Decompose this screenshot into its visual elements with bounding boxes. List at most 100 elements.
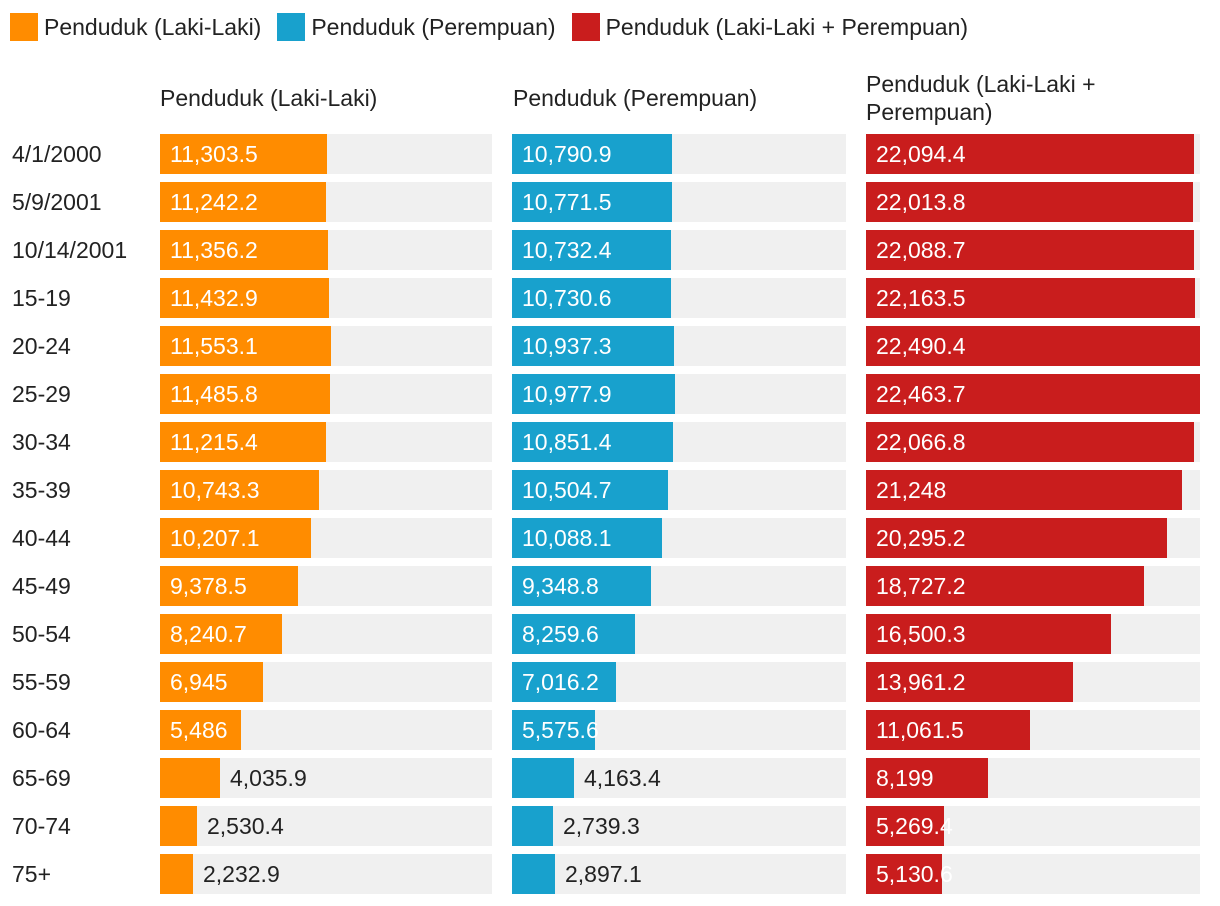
bar-penduduk-laki-laki-perempuan: [866, 662, 1073, 702]
category-label: 5/9/2001: [12, 189, 102, 215]
data-label-penduduk-laki-laki-perempuan: 5,269.4: [876, 813, 953, 839]
category-label: 65-69: [12, 765, 71, 791]
category-label: 40-44: [12, 525, 71, 551]
legend-item-perempuan: Penduduk (Perempuan): [277, 13, 556, 41]
bar-track-penduduk-perempuan: 10,732.4: [512, 230, 846, 270]
data-label-penduduk-laki-laki-perempuan: 21,248: [876, 477, 947, 503]
bar-penduduk-laki-laki-perempuan: [866, 854, 942, 894]
column-header-laki-laki: Penduduk (Laki-Laki): [160, 85, 378, 111]
bar-penduduk-perempuan: [512, 710, 595, 750]
data-label-penduduk-laki-laki: 10,207.1: [170, 525, 260, 551]
data-label-penduduk-laki-laki: 11,215.4: [170, 429, 258, 455]
bar-track-penduduk-laki-laki: 6,945: [160, 662, 492, 702]
bar-track-penduduk-laki-laki: 11,432.9: [160, 278, 492, 318]
bar-track-penduduk-perempuan: 2,739.3: [512, 806, 846, 846]
bar-penduduk-laki-laki: [160, 806, 197, 846]
bar-track-penduduk-laki-laki: 2,530.4: [160, 806, 492, 846]
legend-item-total: Penduduk (Laki-Laki + Perempuan): [571, 13, 968, 41]
bar-track-penduduk-laki-laki: 11,553.1: [160, 326, 492, 366]
data-label-penduduk-perempuan: 10,771.5: [522, 189, 612, 215]
bar-penduduk-perempuan: [512, 422, 673, 462]
data-label-penduduk-perempuan: 10,732.4: [522, 237, 612, 263]
bar-track-penduduk-laki-laki: 2,232.9: [160, 854, 492, 894]
data-label-penduduk-laki-laki-perempuan: 22,013.8: [876, 189, 966, 215]
bar-track-penduduk-laki-laki-perempuan: 22,013.8: [866, 182, 1200, 222]
bar-track-penduduk-laki-laki-perempuan: 22,490.4: [866, 326, 1200, 366]
data-label-penduduk-laki-laki-perempuan: 13,961.2: [876, 669, 966, 695]
legend-item-laki-laki: Penduduk (Laki-Laki): [10, 13, 261, 41]
bar-track-penduduk-laki-laki-perempuan: 5,130.6: [866, 854, 1200, 894]
data-label-penduduk-perempuan: 10,730.6: [522, 285, 612, 311]
category-label: 45-49: [12, 573, 71, 599]
bar-track-penduduk-laki-laki: 11,215.4: [160, 422, 492, 462]
bar-penduduk-perempuan: [512, 134, 672, 174]
bar-penduduk-perempuan: [512, 518, 662, 558]
legend-label-laki-laki: Penduduk (Laki-Laki): [44, 14, 262, 40]
bar-penduduk-perempuan: [512, 278, 671, 318]
bar-penduduk-perempuan: [512, 326, 674, 366]
bar-track-penduduk-laki-laki-perempuan: 5,269.4: [866, 806, 1200, 846]
data-label-penduduk-laki-laki-perempuan: 11,061.5: [876, 717, 964, 743]
category-label: 70-74: [12, 813, 71, 839]
bar-penduduk-laki-laki: [160, 326, 331, 366]
bar-penduduk-laki-laki-perempuan: [866, 470, 1182, 510]
bar-track-penduduk-perempuan: 10,088.1: [512, 518, 846, 558]
bar-penduduk-laki-laki: [160, 182, 326, 222]
bar-penduduk-laki-laki: [160, 614, 282, 654]
bar-track-penduduk-perempuan: 8,259.6: [512, 614, 846, 654]
bar-track-penduduk-laki-laki: 5,486: [160, 710, 492, 750]
bar-penduduk-laki-laki-perempuan: [866, 182, 1193, 222]
bar-track-penduduk-perempuan: 10,504.7: [512, 470, 846, 510]
bar-track-penduduk-perempuan: 4,163.4: [512, 758, 846, 798]
data-label-penduduk-laki-laki-perempuan: 22,463.7: [876, 381, 966, 407]
data-label-penduduk-laki-laki-perempuan: 22,066.8: [876, 429, 966, 455]
data-label-penduduk-laki-laki: 11,432.9: [170, 285, 258, 311]
bar-track-penduduk-perempuan: 9,348.8: [512, 566, 846, 606]
bar-track-penduduk-laki-laki: 8,240.7: [160, 614, 492, 654]
bar-track-penduduk-laki-laki-perempuan: 22,066.8: [866, 422, 1200, 462]
bar-penduduk-perempuan: [512, 806, 553, 846]
data-label-penduduk-perempuan: 10,504.7: [522, 477, 612, 503]
category-label: 20-24: [12, 333, 71, 359]
legend-swatch-laki-laki: [10, 13, 38, 41]
bar-track-penduduk-laki-laki: 10,207.1: [160, 518, 492, 558]
bar-track-penduduk-laki-laki: 11,303.5: [160, 134, 492, 174]
bar-penduduk-perempuan: [512, 566, 651, 606]
bar-track-penduduk-laki-laki-perempuan: 11,061.5: [866, 710, 1200, 750]
data-label-penduduk-perempuan: 10,088.1: [522, 525, 612, 551]
data-label-penduduk-laki-laki-perempuan: 22,094.4: [876, 141, 966, 167]
bar-track-penduduk-perempuan: 10,937.3: [512, 326, 846, 366]
bar-track-penduduk-laki-laki-perempuan: 22,088.7: [866, 230, 1200, 270]
legend-swatch-total: [571, 13, 600, 41]
category-label: 55-59: [12, 669, 71, 695]
data-label-penduduk-laki-laki-perempuan: 16,500.3: [876, 621, 966, 647]
bar-penduduk-laki-laki: [160, 422, 326, 462]
data-label-penduduk-perempuan: 10,851.4: [522, 429, 612, 455]
data-label-penduduk-laki-laki-perempuan: 20,295.2: [876, 525, 966, 551]
data-label-penduduk-laki-laki-perempuan: 22,163.5: [876, 285, 966, 311]
bar-track-penduduk-laki-laki-perempuan: 22,163.5: [866, 278, 1200, 318]
bar-penduduk-laki-laki-perempuan: [866, 230, 1194, 270]
data-label-penduduk-laki-laki: 10,743.3: [170, 477, 260, 503]
bar-track-penduduk-laki-laki-perempuan: 22,094.4: [866, 134, 1200, 174]
bar-track-penduduk-perempuan: 5,575.6: [512, 710, 846, 750]
bar-penduduk-laki-laki-perempuan: [866, 566, 1144, 606]
data-label-penduduk-laki-laki: 8,240.7: [170, 621, 247, 647]
bar-track-penduduk-perempuan: 2,897.1: [512, 854, 846, 894]
bar-penduduk-perempuan: [512, 758, 574, 798]
bar-penduduk-perempuan: [512, 470, 668, 510]
bar-penduduk-laki-laki: [160, 470, 319, 510]
bar-penduduk-laki-laki: [160, 710, 241, 750]
bar-track-penduduk-laki-laki: 10,743.3: [160, 470, 492, 510]
bar-track-penduduk-perempuan: 10,730.6: [512, 278, 846, 318]
bar-penduduk-laki-laki: [160, 854, 193, 894]
data-label-penduduk-laki-laki: 11,303.5: [170, 141, 258, 167]
bar-penduduk-perempuan: [512, 230, 671, 270]
column-header-total: Penduduk (Laki-Laki + Perempuan): [866, 71, 1096, 125]
data-label-penduduk-laki-laki: 9,378.5: [170, 573, 247, 599]
bar-penduduk-laki-laki: [160, 758, 220, 798]
data-label-penduduk-laki-laki: 11,242.2: [170, 189, 258, 215]
data-label-penduduk-laki-laki: 6,945: [170, 669, 228, 695]
data-label-penduduk-perempuan: 10,937.3: [522, 333, 612, 359]
bar-penduduk-laki-laki-perempuan: [866, 422, 1194, 462]
